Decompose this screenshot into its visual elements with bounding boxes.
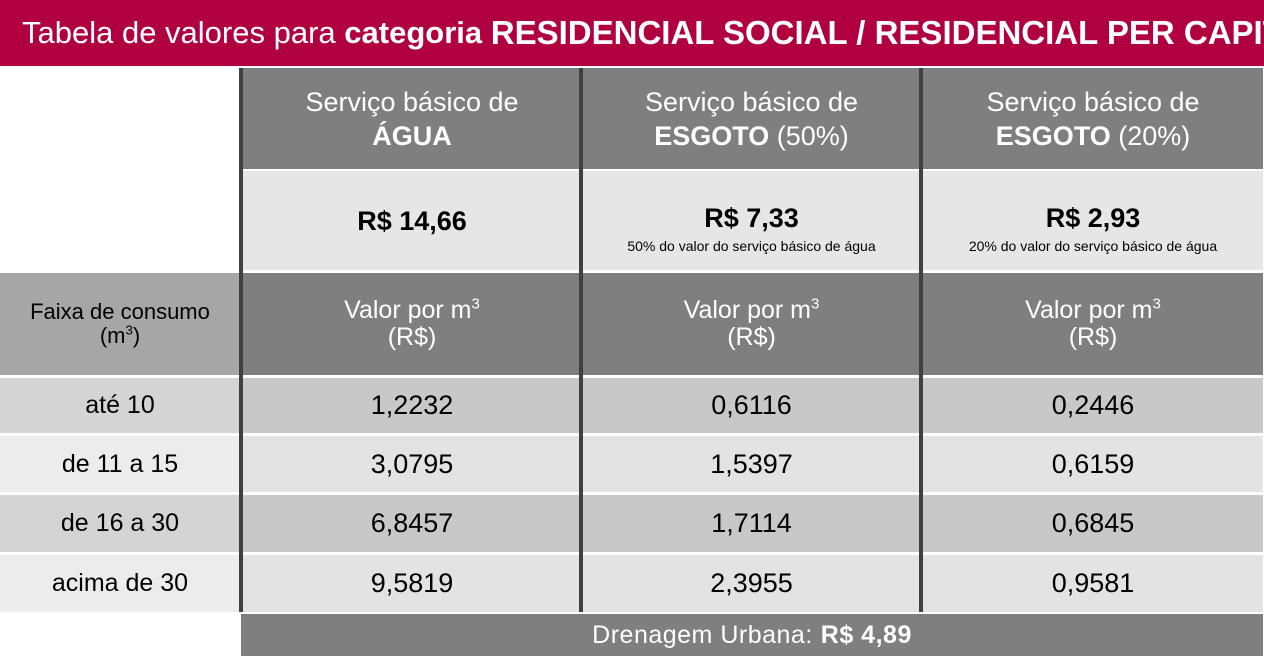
header-agua-bold: ÁGUA [372, 120, 452, 151]
value-header-esgoto-50: Valor por m3 (R$) [583, 273, 920, 375]
column-divider [919, 68, 923, 612]
value-cell: 1,2232 [243, 378, 581, 433]
price-esgoto-50-note: 50% do valor do serviço básico de água [627, 237, 876, 254]
value-header-esgoto-20-sup: 3 [1152, 295, 1161, 313]
header-esgoto-50-bold: ESGOTO [654, 120, 770, 151]
table-title: Tabela de valores para categoria RESIDEN… [0, 0, 1264, 66]
value-header-agua: Valor por m3 (R$) [243, 273, 581, 375]
header-esgoto-50-suffix: (50%) [769, 120, 849, 151]
range-label: acima de 30 [0, 555, 240, 612]
header-esgoto-20-suffix: (20%) [1110, 120, 1191, 151]
value-header-esgoto-50-sup: 3 [811, 295, 820, 313]
value-cell: 0,9581 [923, 555, 1263, 612]
value-header-esgoto-50-line2: (R$) [727, 323, 776, 351]
value-cell: 0,2446 [923, 378, 1263, 433]
range-label: de 11 a 15 [0, 436, 240, 492]
price-esgoto-50-value: R$ 7,33 [704, 202, 799, 233]
value-cell: 0,6159 [923, 436, 1263, 492]
value-cell: 0,6116 [583, 378, 920, 433]
consumption-header-unit-suffix: ) [132, 323, 141, 348]
value-cell: 9,5819 [243, 555, 581, 612]
value-header-agua-line1: Valor por m [344, 296, 472, 324]
title-prefix: Tabela de valores para [22, 15, 336, 50]
value-header-agua-sup: 3 [471, 295, 480, 313]
value-cell: 2,3955 [583, 555, 920, 612]
value-cell: 6,8457 [243, 495, 581, 552]
value-header-esgoto-20: Valor por m3 (R$) [923, 273, 1263, 375]
value-cell: 3,0795 [243, 436, 581, 492]
value-header-esgoto-50-line1: Valor por m [683, 296, 811, 324]
price-agua-value: R$ 14,66 [357, 205, 467, 236]
header-esgoto-50: Serviço básico de ESGOTO (50%) [583, 68, 920, 169]
price-agua: R$ 14,66 [243, 171, 581, 270]
header-esgoto-20-bold: ESGOTO [995, 120, 1111, 151]
header-esgoto-50-line1: Serviço básico de [644, 86, 859, 117]
price-esgoto-20-note: 20% do valor do serviço básico de água [968, 237, 1218, 254]
range-label: de 16 a 30 [0, 495, 240, 552]
value-header-esgoto-20-line2: (R$) [1068, 323, 1118, 351]
column-divider [579, 68, 583, 612]
header-agua: Serviço básico de ÁGUA [243, 68, 581, 169]
consumption-header-unit-sup: 3 [125, 322, 133, 338]
price-esgoto-20: R$ 2,93 20% do valor do serviço básico d… [923, 171, 1263, 270]
drainage-label: Drenagem Urbana: [592, 620, 813, 649]
header-agua-line1: Serviço básico de [305, 86, 519, 117]
range-label: até 10 [0, 378, 240, 433]
value-header-agua-line2: (R$) [387, 323, 437, 351]
value-cell: 0,6845 [923, 495, 1263, 552]
value-cell: 1,7114 [583, 495, 920, 552]
header-esgoto-20-line1: Serviço básico de [986, 86, 1200, 117]
value-header-esgoto-20-line1: Valor por m [1025, 296, 1153, 324]
drainage-value: R$ 4,89 [820, 620, 912, 649]
column-divider [239, 68, 243, 612]
header-esgoto-20: Serviço básico de ESGOTO (20%) [923, 68, 1263, 169]
consumption-header-line1: Faixa de consumo [30, 299, 210, 324]
consumption-header-unit-prefix: (m [99, 323, 126, 348]
price-esgoto-50: R$ 7,33 50% do valor do serviço básico d… [583, 171, 920, 270]
price-esgoto-20-value: R$ 2,93 [1045, 202, 1141, 233]
consumption-range-header: Faixa de consumo (m3) [0, 273, 240, 375]
title-category-name: RESIDENCIAL SOCIAL / RESIDENCIAL PER CAP… [490, 14, 1264, 51]
value-cell: 1,5397 [583, 436, 920, 492]
title-category-word: categoria [344, 15, 483, 50]
drainage-footer: Drenagem Urbana: R$ 4,89 [241, 614, 1263, 656]
